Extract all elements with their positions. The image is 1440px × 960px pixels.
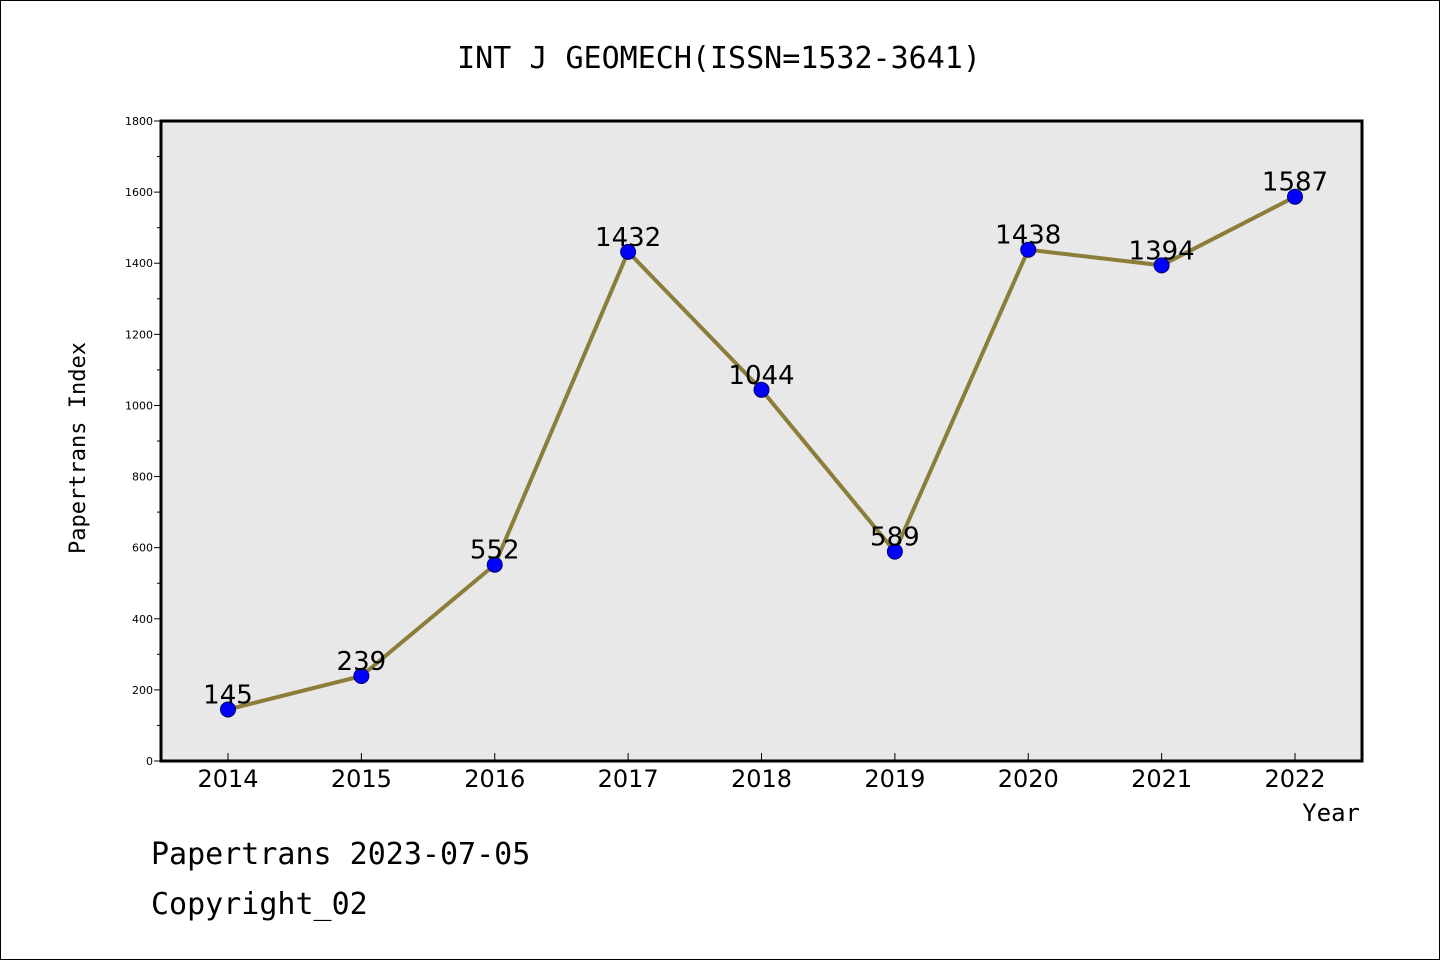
data-point-2018 <box>753 381 770 398</box>
y-tick-label-1600: 1600 <box>125 186 153 199</box>
footer-date: Papertrans 2023-07-05 <box>151 837 531 872</box>
data-label-2021: 1394 <box>1129 236 1195 266</box>
data-label-2017: 1432 <box>595 223 661 253</box>
y-tick-label-1400: 1400 <box>125 257 153 270</box>
y-axis-label: Papertrans Index <box>66 342 91 554</box>
x-tick-label-2021: 2021 <box>1131 765 1192 793</box>
plot-area <box>159 119 1364 763</box>
data-label-2022: 1587 <box>1262 168 1328 198</box>
data-markers <box>220 188 1303 718</box>
data-label-2014: 145 <box>203 680 253 710</box>
x-tick-label-2022: 2022 <box>1264 765 1325 793</box>
data-point-2015 <box>353 668 370 685</box>
data-labels: 145 239 552 1432 1044 589 1438 1394 1587 <box>203 168 1328 711</box>
x-tick-label-2017: 2017 <box>598 765 659 793</box>
x-axis-label: Year <box>1302 799 1360 827</box>
y-tick-label-200: 200 <box>132 684 153 697</box>
x-tick-label-2019: 2019 <box>864 765 925 793</box>
data-point-2020 <box>1020 241 1037 258</box>
data-point-2016 <box>486 556 503 573</box>
data-point-2021 <box>1153 257 1170 274</box>
x-tick-label-2020: 2020 <box>998 765 1059 793</box>
data-point-2017 <box>620 243 637 260</box>
x-axis: 2014 2015 2016 2017 2018 2019 2020 2021 2022 <box>197 753 1326 793</box>
y-tick-label-1200: 1200 <box>125 328 153 341</box>
y-tick-label-1000: 1000 <box>125 399 153 412</box>
data-point-2019 <box>886 543 903 560</box>
y-tick-label-1800: 1800 <box>125 115 153 128</box>
data-label-2020: 1438 <box>995 221 1061 251</box>
data-point-2022 <box>1287 188 1303 205</box>
y-axis: 0 200 400 600 800 1000 1200 1400 1600 1800 <box>125 115 161 768</box>
y-tick-label-0: 0 <box>146 755 153 768</box>
data-label-2016: 552 <box>470 536 520 566</box>
x-tick-label-2014: 2014 <box>197 765 258 793</box>
x-tick-label-2016: 2016 <box>464 765 525 793</box>
x-tick-label-2018: 2018 <box>731 765 792 793</box>
y-tick-label-400: 400 <box>132 613 153 626</box>
data-label-2018: 1044 <box>728 361 794 391</box>
chart-title: INT J GEOMECH(ISSN=1532-3641) <box>457 41 981 76</box>
data-label-2019: 589 <box>870 523 920 553</box>
data-label-2015: 239 <box>337 647 387 677</box>
data-point-2014 <box>220 701 236 718</box>
y-tick-label-600: 600 <box>132 542 153 555</box>
footer-copyright: Copyright_02 <box>151 887 368 922</box>
x-tick-label-2015: 2015 <box>331 765 392 793</box>
y-tick-label-800: 800 <box>132 471 153 484</box>
